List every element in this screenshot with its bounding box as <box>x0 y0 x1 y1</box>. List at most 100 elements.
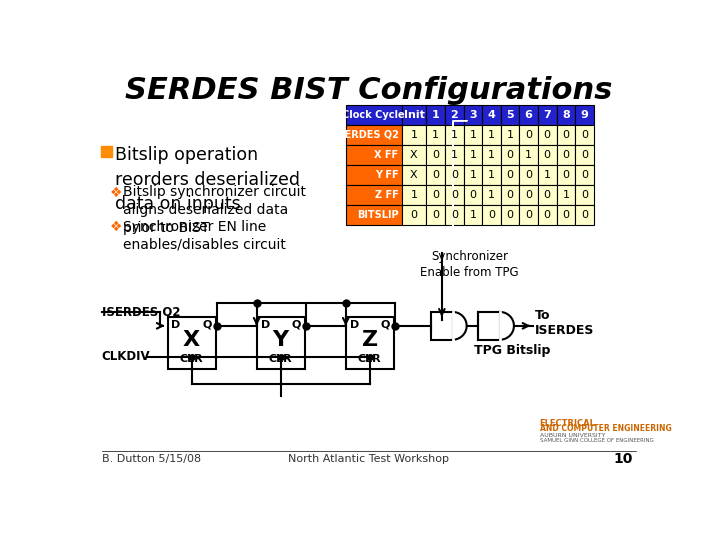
Text: 1: 1 <box>469 130 477 140</box>
Bar <box>431 312 453 340</box>
Bar <box>575 185 594 205</box>
Text: Z: Z <box>361 330 378 350</box>
Text: 1: 1 <box>451 150 458 160</box>
Text: 0: 0 <box>469 190 477 200</box>
Bar <box>445 205 464 225</box>
Text: Q: Q <box>381 320 390 329</box>
Bar <box>482 125 500 145</box>
Bar <box>500 145 519 165</box>
Bar <box>464 165 482 185</box>
Text: 0: 0 <box>488 210 495 220</box>
Bar <box>500 105 519 125</box>
Text: 8: 8 <box>562 110 570 120</box>
Bar <box>500 185 519 205</box>
Bar <box>575 145 594 165</box>
Bar <box>402 105 426 125</box>
Bar <box>482 165 500 185</box>
Text: X: X <box>183 330 200 350</box>
Bar <box>346 165 402 185</box>
Bar <box>519 105 538 125</box>
Text: 0: 0 <box>581 190 588 200</box>
Text: 0: 0 <box>525 190 532 200</box>
Bar <box>519 165 538 185</box>
Text: Q: Q <box>202 320 212 329</box>
Text: 0: 0 <box>432 170 439 180</box>
Bar <box>426 185 445 205</box>
Text: 1: 1 <box>432 130 439 140</box>
Bar <box>519 185 538 205</box>
Text: ISERDES Q2: ISERDES Q2 <box>102 306 180 319</box>
Text: Z FF: Z FF <box>374 190 398 200</box>
Bar <box>346 316 394 369</box>
Text: Bitslip synchronizer circuit
aligns deserialized data
prior to BIST: Bitslip synchronizer circuit aligns dese… <box>122 185 305 234</box>
Text: Init: Init <box>403 110 424 120</box>
Bar <box>445 145 464 165</box>
Text: 10: 10 <box>613 452 632 466</box>
Text: X: X <box>410 170 418 180</box>
Text: 0: 0 <box>544 210 551 220</box>
Bar <box>445 165 464 185</box>
Text: 2: 2 <box>451 110 458 120</box>
Text: 1: 1 <box>410 190 418 200</box>
Bar <box>402 125 426 145</box>
Bar <box>256 316 305 369</box>
Text: 0: 0 <box>562 170 570 180</box>
Bar <box>482 105 500 125</box>
Text: 0: 0 <box>432 150 439 160</box>
Text: 1: 1 <box>562 190 570 200</box>
Bar <box>346 185 402 205</box>
Bar <box>426 125 445 145</box>
Text: D: D <box>171 320 181 329</box>
Bar <box>346 125 402 145</box>
Text: 0: 0 <box>451 210 458 220</box>
Text: 5: 5 <box>506 110 514 120</box>
Text: CLKDIV: CLKDIV <box>102 350 150 363</box>
Bar <box>482 185 500 205</box>
Text: 1: 1 <box>451 130 458 140</box>
Bar <box>500 125 519 145</box>
Text: Clock Cycle: Clock Cycle <box>342 110 405 120</box>
Bar <box>519 125 538 145</box>
Bar <box>482 145 500 165</box>
Text: ELECTRICAL: ELECTRICAL <box>539 419 595 428</box>
Bar <box>482 205 500 225</box>
Bar <box>575 205 594 225</box>
Bar <box>557 165 575 185</box>
Text: D: D <box>350 320 359 329</box>
Text: 0: 0 <box>507 150 513 160</box>
Text: Y FF: Y FF <box>375 170 398 180</box>
Text: 0: 0 <box>544 130 551 140</box>
Text: 1: 1 <box>410 130 418 140</box>
Bar <box>538 205 557 225</box>
Bar <box>464 145 482 165</box>
Text: 0: 0 <box>581 130 588 140</box>
Text: ❖: ❖ <box>110 220 122 234</box>
Bar <box>500 165 519 185</box>
Text: Bitslip operation
reorders deserialized
data on inputs: Bitslip operation reorders deserialized … <box>114 146 300 213</box>
Text: X FF: X FF <box>374 150 398 160</box>
Text: 0: 0 <box>507 170 513 180</box>
Text: 0: 0 <box>451 190 458 200</box>
Text: TPG Bitslip: TPG Bitslip <box>474 344 551 357</box>
Text: 1: 1 <box>432 110 439 120</box>
Bar <box>402 145 426 165</box>
Text: To
ISERDES: To ISERDES <box>535 309 594 337</box>
Text: 0: 0 <box>410 210 418 220</box>
Text: 0: 0 <box>581 170 588 180</box>
Text: CLR: CLR <box>358 354 382 364</box>
Text: 0: 0 <box>581 210 588 220</box>
Text: 0: 0 <box>581 150 588 160</box>
Bar <box>464 185 482 205</box>
Text: 0: 0 <box>562 130 570 140</box>
Bar <box>426 205 445 225</box>
Bar <box>168 316 215 369</box>
Bar <box>346 105 402 125</box>
Text: ISERDES Q2: ISERDES Q2 <box>333 130 398 140</box>
Bar <box>402 205 426 225</box>
Bar <box>575 125 594 145</box>
Bar <box>426 145 445 165</box>
Text: Y: Y <box>273 330 289 350</box>
Text: 0: 0 <box>562 150 570 160</box>
Text: B. Dutton 5/15/08: B. Dutton 5/15/08 <box>102 454 201 464</box>
Text: 0: 0 <box>507 190 513 200</box>
